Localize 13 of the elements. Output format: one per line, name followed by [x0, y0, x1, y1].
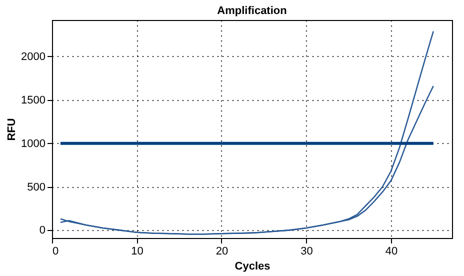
x-tick-label: 0 — [52, 246, 59, 258]
x-tick-label: 30 — [300, 246, 313, 258]
y-tick-label: 500 — [27, 181, 46, 194]
y-tick-label: 0 — [39, 224, 46, 237]
y-axis-title: RFU — [6, 118, 18, 141]
x-tick-label: 20 — [216, 246, 228, 258]
y-tick-label: 1500 — [21, 94, 46, 106]
y-tick-label: 2000 — [21, 50, 46, 63]
x-tick-label: 10 — [131, 246, 144, 258]
chart-title: Amplification — [217, 5, 288, 17]
x-tick-label: 40 — [385, 246, 398, 258]
y-tick-label: 1000 — [21, 138, 46, 150]
x-axis-title: Cycles — [234, 260, 270, 272]
